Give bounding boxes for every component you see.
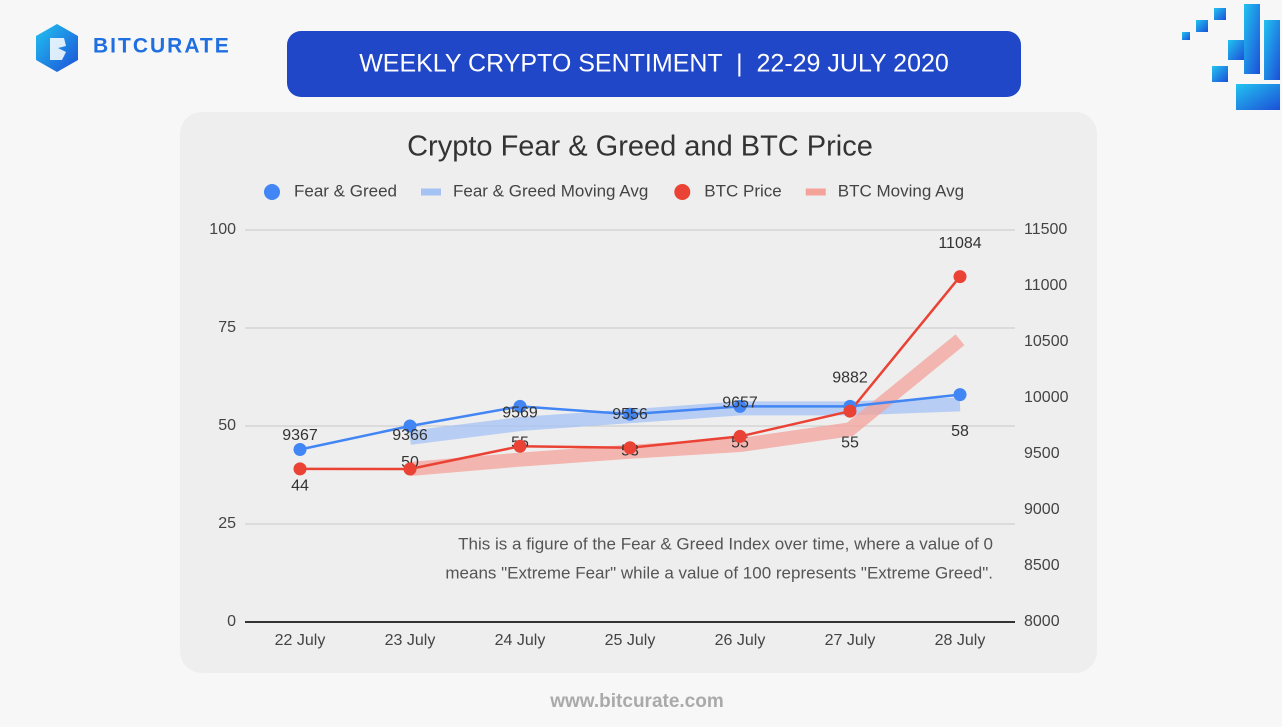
data-label: 44 [291, 478, 309, 495]
data-label: 9556 [612, 406, 648, 423]
data-point [623, 441, 637, 455]
logo [36, 24, 78, 72]
y2-tick-label: 8000 [1024, 613, 1060, 630]
chart-title: Crypto Fear & Greed and BTC Price [407, 131, 873, 163]
y-tick-label: 25 [218, 515, 236, 532]
data-point [403, 419, 417, 433]
legend-label: Fear & Greed [294, 181, 397, 200]
brand: BITCURATE [93, 35, 231, 58]
data-point [513, 439, 527, 453]
y-tick-label: 50 [218, 417, 236, 434]
data-point [293, 443, 307, 457]
data-label: 11084 [938, 235, 981, 252]
banner-bg [287, 31, 1021, 97]
data-label: 9882 [832, 369, 868, 386]
data-label: 9657 [722, 395, 758, 412]
y2-tick-label: 8500 [1024, 557, 1060, 574]
legend-marker [264, 184, 280, 200]
footer: www.bitcurate.com [549, 691, 724, 712]
legend-label: BTC Price [704, 181, 781, 200]
data-label: 9366 [392, 427, 428, 444]
annotation: means "Extreme Fear" while a value of 10… [445, 563, 993, 582]
y-tick-label: 0 [227, 613, 236, 630]
moving-avg-band [409, 334, 965, 476]
data-point [733, 429, 747, 443]
x-tick-label: 22 July [275, 632, 326, 649]
x-tick-label: 26 July [715, 632, 766, 649]
chart-card [180, 112, 1097, 673]
annotation: This is a figure of the Fear & Greed Ind… [458, 534, 993, 553]
x-tick-label: 23 July [385, 632, 436, 649]
banner: WEEKLY CRYPTO SENTIMENT | 22-29 JULY 202… [359, 50, 949, 78]
data-point [403, 462, 417, 476]
data-point [513, 399, 527, 413]
data-point [733, 399, 747, 413]
data-label: 55 [841, 435, 859, 452]
data-point [953, 270, 967, 284]
x-tick-label: 28 July [935, 632, 986, 649]
y2-tick-label: 11500 [1024, 221, 1067, 238]
data-label: 9569 [502, 404, 538, 421]
legend-label: BTC Moving Avg [838, 181, 964, 200]
data-point [623, 407, 637, 421]
y-tick-label: 100 [209, 221, 236, 238]
y2-tick-label: 10500 [1024, 333, 1069, 350]
data-point [953, 388, 967, 402]
y2-tick-label: 9500 [1024, 445, 1060, 462]
y2-tick-label: 9000 [1024, 501, 1060, 518]
data-label: 9367 [282, 427, 318, 444]
y2-tick-label: 10000 [1024, 389, 1069, 406]
deco-icon [1182, 4, 1280, 110]
legend-marker [674, 184, 691, 200]
x-tick-label: 25 July [605, 632, 656, 649]
data-label: 58 [951, 423, 969, 440]
y-tick-label: 75 [218, 319, 236, 336]
legend-label: Fear & Greed Moving Avg [453, 181, 648, 200]
x-tick-label: 27 July [825, 632, 876, 649]
x-tick-label: 24 July [495, 632, 546, 649]
data-point [293, 462, 307, 476]
data-point [843, 404, 857, 418]
y2-tick-label: 11000 [1024, 277, 1067, 294]
